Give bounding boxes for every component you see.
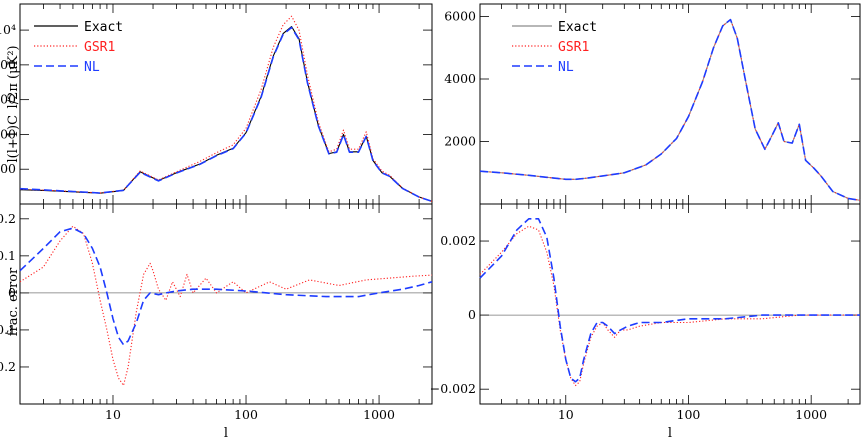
curves xyxy=(19,15,861,387)
y-tick-label: 4000 xyxy=(0,126,16,141)
y-tick-label: 8000 xyxy=(0,57,16,72)
y-tick-label: 2000 xyxy=(444,134,476,149)
series-gsr1-line xyxy=(19,15,433,202)
y-tick-label: 0.002 xyxy=(440,233,476,248)
series-exact-line xyxy=(479,19,861,201)
axis-labels: 200040006000800010⁴101001000−0.2−0.100.1… xyxy=(0,9,827,423)
y-tick-label: −0.2 xyxy=(0,359,16,374)
series-nl-line xyxy=(479,18,861,202)
left-bottom-ylabel: frac. error xyxy=(6,267,21,336)
left-top-frame xyxy=(19,3,433,205)
legend-exact-label: Exact xyxy=(558,20,597,35)
x-tick-label: 1000 xyxy=(363,407,395,422)
series-gsr1-line xyxy=(19,225,433,387)
series-gsr1-line xyxy=(479,19,861,201)
y-tick-label: −0.002 xyxy=(430,381,476,396)
legend-nl-label: NL xyxy=(558,60,574,75)
y-tick-label: −0.1 xyxy=(0,322,16,337)
left-top-ylabel: l(l+1)C_l/2π (μK²) xyxy=(6,45,21,162)
series-nl-line xyxy=(479,218,860,383)
series-exact-line xyxy=(19,26,433,202)
x-tick-label: 100 xyxy=(234,407,258,422)
x-tick-label: 100 xyxy=(677,407,701,422)
y-tick-label: 0 xyxy=(468,307,476,322)
right-top-frame xyxy=(479,3,861,205)
axis-ticks xyxy=(19,4,860,404)
x-tick-label: 10 xyxy=(105,407,121,422)
x-tick-label: 1000 xyxy=(795,407,827,422)
legend-gsr1-label: GSR1 xyxy=(558,40,589,55)
y-tick-label: 2000 xyxy=(0,161,16,176)
series-gsr1-line xyxy=(479,225,860,387)
y-tick-label: 10⁴ xyxy=(0,22,16,37)
y-tick-label: 0 xyxy=(8,285,16,300)
y-tick-label: 0.2 xyxy=(0,211,16,226)
left-legend: Exact GSR1 NL xyxy=(34,20,123,75)
x-tick-label: 10 xyxy=(558,407,574,422)
y-tick-label: 6000 xyxy=(0,92,16,107)
y-tick-label: 0.1 xyxy=(0,248,16,263)
legend-nl-label: NL xyxy=(84,60,100,75)
y-tick-label: 4000 xyxy=(444,71,476,86)
series-nl-line xyxy=(19,227,433,346)
right-legend: Exact GSR1 NL xyxy=(512,20,597,75)
series-nl-line xyxy=(19,26,433,203)
right-bottom-frame xyxy=(479,203,861,405)
legend-gsr1-label: GSR1 xyxy=(84,40,115,55)
left-bottom-frame xyxy=(19,203,433,405)
left-xlabel: l xyxy=(224,426,228,441)
legend-exact-label: Exact xyxy=(84,20,123,35)
y-tick-label: 6000 xyxy=(444,9,476,24)
right-xlabel: l xyxy=(668,426,672,441)
